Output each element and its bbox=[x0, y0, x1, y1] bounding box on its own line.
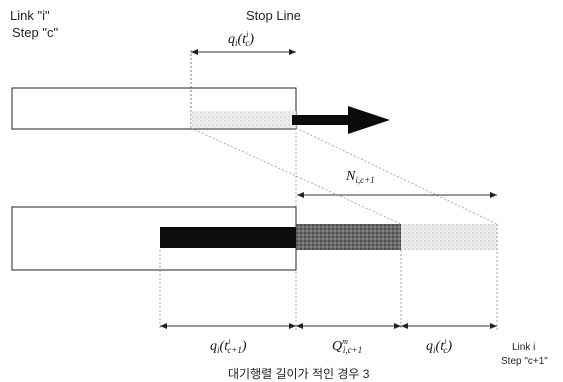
light-dotted-bar bbox=[401, 224, 497, 250]
caption: 대기행렬 길이가 적인 경우 3 bbox=[228, 366, 370, 381]
black-queue-bar bbox=[160, 227, 297, 248]
dark-dotted-bar bbox=[296, 224, 401, 250]
q-left-label: qi(ti c+1) bbox=[210, 337, 247, 355]
bottom-guides bbox=[159, 224, 498, 330]
stop-line-label: Stop Line bbox=[246, 8, 301, 23]
flow-arrow bbox=[292, 106, 390, 134]
n-label: Ni,c+1 bbox=[345, 169, 375, 185]
link-label: Link "i" bbox=[10, 8, 50, 23]
svg-text:Qmi,c+1: Qm i,c+1 bbox=[332, 337, 362, 355]
top-queue-segment bbox=[191, 111, 296, 128]
svg-text:qi(tic): qi(ti c) bbox=[228, 30, 254, 48]
q-right-label: qi(ti c) bbox=[426, 337, 452, 355]
q-top-label: qi(ti c) bbox=[228, 30, 254, 48]
q-mid-label: Qm i,c+1 bbox=[332, 337, 362, 355]
link-i-label: Link i bbox=[512, 342, 535, 353]
svg-text:qi(tic): qi(ti c) bbox=[426, 337, 452, 355]
svg-text:qi(tic+1): qi(ti c+1) bbox=[210, 337, 247, 355]
step-label: Step "c" bbox=[12, 25, 58, 40]
svg-text:Ni,c+1: Ni,c+1 bbox=[345, 169, 375, 185]
step-c1-label: Step "c+1" bbox=[501, 356, 548, 367]
top-link-rect bbox=[11, 87, 297, 130]
